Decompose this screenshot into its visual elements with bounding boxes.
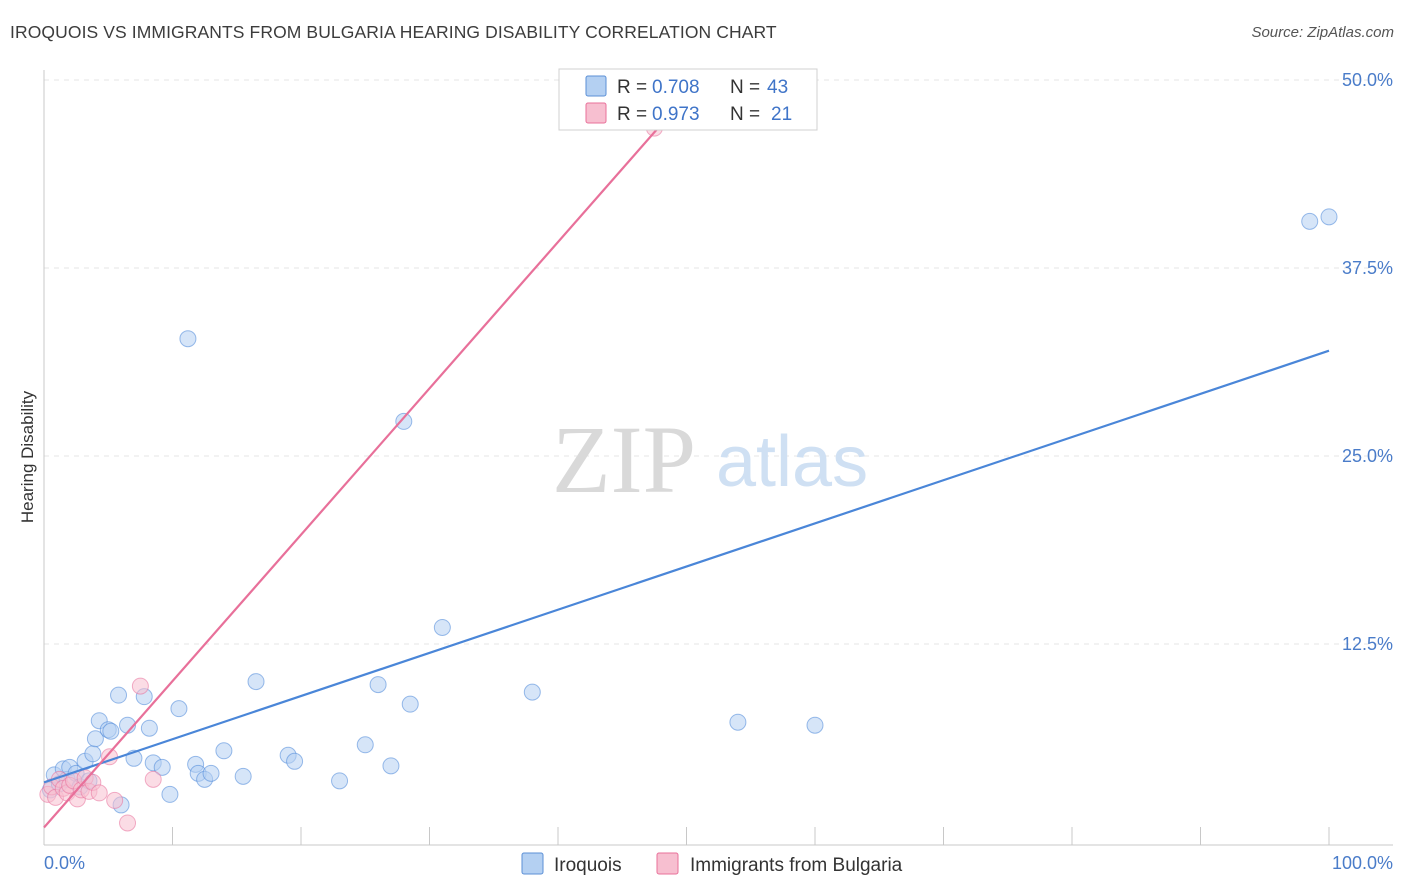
trendline-bulgaria: [43, 116, 669, 829]
point-1-18: [144, 770, 162, 788]
point-1-13: [90, 784, 108, 802]
point-0-37: [369, 676, 387, 694]
point-0-20: [140, 719, 158, 737]
legend-n-value-2: 21: [771, 104, 792, 125]
legend-n-label-1: N =: [730, 77, 760, 98]
point-0-15: [110, 686, 128, 704]
trendline-iroquois: [43, 349, 1330, 784]
point-0-45: [1301, 212, 1319, 230]
point-1-16: [119, 814, 137, 832]
point-0-10: [84, 745, 102, 763]
legend-swatch-iroquois: [585, 75, 607, 97]
point-0-35: [331, 772, 349, 790]
x-ticks: [172, 827, 1330, 845]
y-tick-label-1: 25.0%: [1342, 446, 1393, 466]
legend-r-value-1: 0.708: [652, 77, 700, 98]
axes: [43, 70, 1393, 846]
point-0-23: [161, 785, 179, 803]
point-0-11: [86, 730, 104, 748]
y-axis-label: Hearing Disability: [18, 390, 37, 523]
point-0-44: [806, 716, 824, 734]
watermark-zip: ZIP: [552, 406, 696, 513]
y-tick-label-3: 50.0%: [1342, 70, 1393, 90]
x-tick-label-max: 100.0%: [1332, 853, 1393, 873]
series-legend-swatch-iroquois: [521, 852, 544, 875]
series-legend: Iroquois Immigrants from Bulgaria: [521, 852, 903, 876]
point-0-40: [401, 695, 419, 713]
series-legend-swatch-bulgaria: [656, 852, 679, 875]
y-tick-labels: 12.5% 25.0% 37.5% 50.0%: [1342, 70, 1393, 654]
legend-r-value-2: 0.973: [652, 104, 700, 125]
point-1-15: [106, 791, 124, 809]
legend-n-value-1: 43: [767, 77, 788, 98]
y-tick-label-2: 37.5%: [1342, 258, 1393, 278]
chart-title: IROQUOIS VS IMMIGRANTS FROM BULGARIA HEA…: [10, 22, 777, 42]
point-0-22: [153, 758, 171, 776]
point-0-30: [215, 742, 233, 760]
legend-n-label-2: N =: [730, 104, 760, 125]
series-layer: [39, 116, 1338, 832]
watermark: ZIP atlas: [552, 406, 868, 513]
point-0-31: [234, 767, 252, 785]
point-1-17: [131, 677, 149, 695]
x-tick-label-min: 0.0%: [44, 853, 85, 873]
legend-r-label-1: R =: [617, 77, 647, 98]
point-0-38: [382, 757, 400, 775]
legend-swatch-bulgaria: [585, 102, 607, 124]
point-0-36: [356, 736, 374, 754]
point-0-41: [433, 618, 451, 636]
legend-r-label-2: R =: [617, 104, 647, 125]
grid-lines: [44, 79, 1393, 645]
point-0-34: [286, 752, 304, 770]
source-credit: Source: ZipAtlas.com: [1251, 24, 1394, 41]
point-0-25: [179, 330, 197, 348]
series-legend-label-iroquois: Iroquois: [554, 855, 622, 876]
stats-legend: R = 0.708 N = 43 R = 0.973 N = 21: [558, 68, 818, 131]
point-0-42: [523, 683, 541, 701]
point-0-14: [102, 722, 120, 740]
series-legend-label-bulgaria: Immigrants from Bulgaria: [690, 855, 903, 876]
point-0-32: [247, 673, 265, 691]
point-0-43: [729, 713, 747, 731]
watermark-atlas: atlas: [716, 422, 868, 502]
point-0-24: [170, 700, 188, 718]
point-0-46: [1320, 208, 1338, 226]
point-0-29: [202, 764, 220, 782]
y-tick-label-0: 12.5%: [1342, 634, 1393, 654]
point-0-39: [395, 412, 413, 430]
